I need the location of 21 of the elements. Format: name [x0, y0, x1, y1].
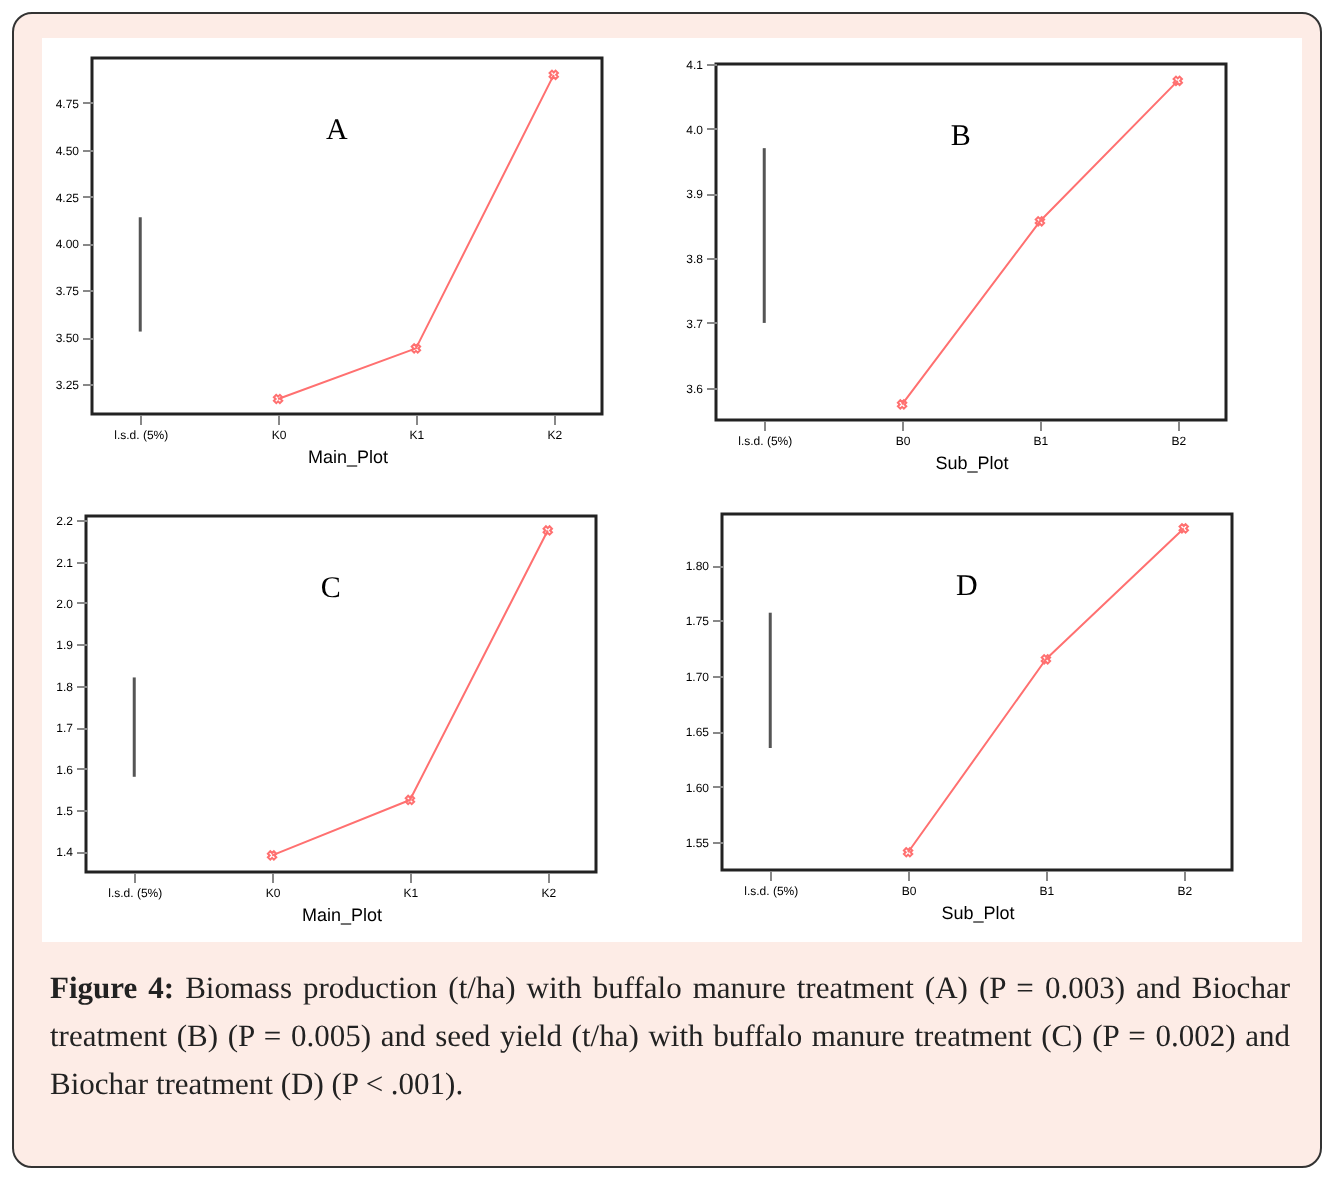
point: [542, 525, 553, 536]
caption: Figure 4: Biomass production (t/ha) with buffalo manure treatment (A) (P = 0.003) and Biochar treatment (B) (P = 0.005) and seed yield (t/ha) with buffalo manure treatment (C) (P = 0.002) and Biochar treatment (D) (P < .001).: [50, 970, 1290, 1106]
point: [548, 69, 559, 81]
x-axis-title: Main_Plot: [307, 447, 390, 467]
annotation: B: [950, 121, 971, 154]
point: [1034, 216, 1046, 227]
x-axis-title: Sub_Plot: [941, 903, 1016, 923]
point: [1040, 654, 1052, 665]
point: [1178, 523, 1189, 534]
point: [1172, 75, 1183, 87]
point: [272, 393, 284, 405]
point: [404, 794, 416, 806]
point: [266, 850, 278, 861]
x-axis-title: Main_Plot: [301, 905, 384, 925]
point: [410, 343, 422, 354]
annotation: A: [325, 115, 348, 148]
x-axis-title: Sub_Plot: [935, 453, 1010, 473]
annotation: D: [955, 571, 978, 604]
annotation: C: [320, 573, 341, 606]
point: [896, 399, 908, 410]
point: [902, 847, 914, 858]
